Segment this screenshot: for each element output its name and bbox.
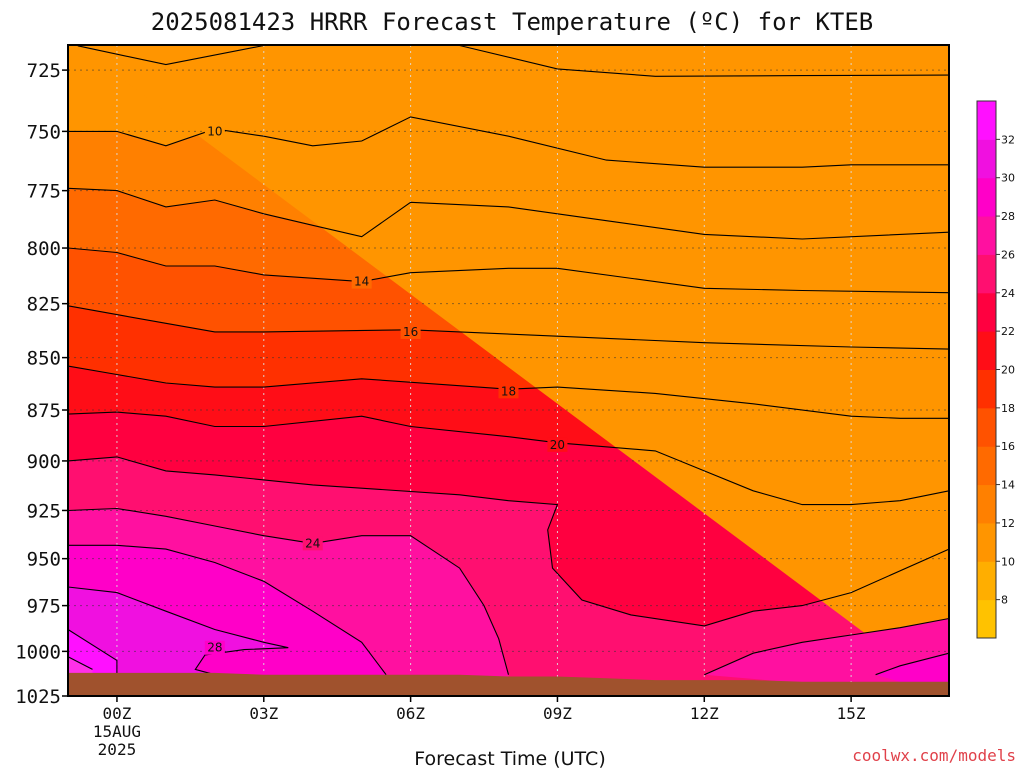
colorbar-label-24: 24 (1001, 287, 1015, 300)
y-tick-label-775: 775 (27, 181, 61, 203)
isotherm-8-0 (77, 44, 950, 77)
credit-link[interactable]: coolwx.com/models (852, 746, 1016, 765)
y-tick-label-850: 850 (27, 348, 61, 370)
fill-pocket-8 (77, 45, 950, 696)
y-tick-label-950: 950 (27, 549, 61, 571)
isotherm-label-bg-24 (302, 536, 323, 551)
isotherm-16-4 (67, 305, 950, 350)
isotherm-lines: 10 14 16 18 20 24 28 (67, 44, 950, 676)
x-tick-label-3-0: 03Z (249, 704, 278, 723)
colorbar-swatch-4 (977, 446, 996, 486)
isotherm-label-10: 10 (207, 124, 222, 138)
colorbar-label-10: 10 (1001, 555, 1015, 568)
x-tick-label-15-0: 15Z (837, 704, 866, 723)
isotherm-26-9 (68, 544, 387, 676)
colorbar-swatch-6 (977, 369, 996, 409)
colorbar-swatch-1 (977, 561, 996, 601)
colorbar-swatch-8 (977, 292, 996, 332)
isotherm-label-14: 14 (354, 275, 369, 289)
y-tick-label-975: 975 (27, 596, 61, 618)
colorbar-label-16: 16 (1001, 440, 1015, 453)
colorbar-swatch-3 (977, 484, 996, 524)
colorbar-swatch-10 (977, 216, 996, 255)
isotherm-label-bg-18 (498, 384, 519, 399)
y-tick-label-1025: 1025 (15, 686, 61, 708)
isotherm-label-bg-28 (204, 640, 225, 655)
isotherm-28-10 (67, 586, 289, 676)
isotherm-label-20: 20 (550, 438, 565, 452)
y-tick-label-875: 875 (27, 400, 61, 422)
isotherm-24-13 (704, 617, 950, 676)
colorbar-label-18: 18 (1001, 402, 1015, 415)
isotherm-label-bg-20 (547, 437, 568, 452)
isotherm-label-bg-14 (351, 274, 372, 289)
colorbar: 8 10 12 14 16 18 20 22 24 26 28 30 32 (976, 100, 1015, 639)
colorbar-label-22: 22 (1001, 325, 1015, 338)
colorbar-label-14: 14 (1001, 479, 1015, 492)
isotherm-10-1 (68, 116, 949, 168)
colorbar-label-32: 32 (1001, 133, 1015, 146)
isotherm-label-16: 16 (403, 325, 418, 339)
isotherm-label-bg-16 (400, 324, 421, 339)
colorbar-swatch-9 (977, 254, 996, 294)
ground-fill (68, 672, 949, 696)
isotherm-22-7 (67, 456, 950, 627)
colorbar-label-28: 28 (1001, 210, 1015, 223)
colorbar-swatch-12 (977, 139, 996, 179)
x-axis-label: Forecast Time (UTC) (414, 748, 605, 768)
plot-frame (67, 44, 950, 697)
isotherm-label-28: 28 (207, 641, 222, 655)
x-tick-label-9-0: 09Z (543, 704, 572, 723)
isotherm-label-bg-10 (204, 124, 225, 139)
colorbar-swatch-5 (977, 407, 996, 447)
isotherm-20-6 (67, 411, 950, 506)
y-tick-label-925: 925 (27, 500, 61, 522)
colorbar-label-8: 8 (1001, 594, 1008, 607)
x-tick-label-0-0: 00Z (102, 704, 131, 723)
y-tick-label-800: 800 (27, 238, 61, 260)
isotherm-24-8 (67, 507, 510, 675)
colorbar-label-26: 26 (1001, 248, 1015, 261)
y-tick-label-1000: 1000 (15, 641, 61, 663)
colorbar-label-12: 12 (1001, 517, 1015, 530)
y-axis: 725 750 775 800 825 850 875 900 925 950 975 1000 102… (15, 60, 68, 708)
ground-surface (68, 672, 949, 696)
grid-lines (68, 45, 949, 697)
chart-title: 2025081423 HRRR Forecast Temperature (ºC… (151, 8, 873, 36)
colorbar-swatch-11 (977, 177, 996, 217)
y-tick-label-725: 725 (27, 60, 61, 82)
isotherm-30-11 (67, 629, 118, 675)
isotherm-32-12 (67, 656, 93, 670)
y-tick-label-750: 750 (27, 121, 61, 143)
colorbar-label-30: 30 (1001, 172, 1015, 185)
colorbar-label-20: 20 (1001, 364, 1015, 377)
isotherm-14-3 (67, 247, 950, 294)
isotherm-label-24: 24 (305, 536, 320, 550)
temperature-fill-layer (68, 45, 950, 696)
colorbar-swatch-0 (977, 599, 996, 639)
colorbar-swatch-13 (977, 101, 996, 140)
x-tick-label-0-2: 2025 (98, 740, 137, 759)
x-tick-label-0-1: 15AUG (93, 722, 141, 741)
isotherm-12-2 (67, 187, 950, 240)
x-tick-label-12-0: 12Z (690, 704, 719, 723)
y-tick-label-825: 825 (27, 294, 61, 316)
isotherm-26-14 (875, 652, 950, 676)
y-tick-label-900: 900 (27, 451, 61, 473)
isotherm-label-18: 18 (501, 384, 516, 398)
colorbar-swatch-7 (977, 331, 996, 370)
colorbar-swatch-2 (977, 522, 996, 562)
x-tick-label-6-0: 06Z (396, 704, 425, 723)
